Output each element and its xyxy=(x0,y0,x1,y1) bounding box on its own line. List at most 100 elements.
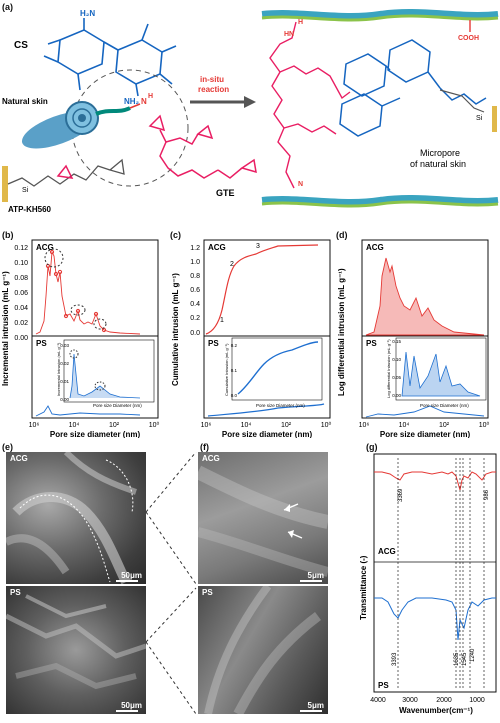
svg-text:PS: PS xyxy=(208,339,219,348)
svg-text:Cumulative Intrusion (mL g⁻¹): Cumulative Intrusion (mL g⁻¹) xyxy=(224,343,229,396)
svg-text:10⁶: 10⁶ xyxy=(201,422,212,429)
svg-text:0.04: 0.04 xyxy=(14,305,28,312)
svg-text:0.08: 0.08 xyxy=(14,275,28,282)
svg-text:Log differential intrusion (mL: Log differential intrusion (mL g⁻¹) xyxy=(337,268,346,396)
svg-text:1.2: 1.2 xyxy=(190,245,200,252)
svg-text:0.05: 0.05 xyxy=(392,375,401,380)
svg-text:0.2: 0.2 xyxy=(231,343,238,348)
svg-text:H: H xyxy=(148,93,153,100)
svg-text:0.2: 0.2 xyxy=(190,315,200,322)
in-situ-label: in-situ xyxy=(200,75,224,84)
panel-d-label: (d) xyxy=(336,230,348,240)
svg-text:Si: Si xyxy=(22,187,29,194)
chart-incremental-intrusion: 0.00 0.02 0.04 0.06 0.08 0.10 0.12 ACG P… xyxy=(1,239,159,438)
svg-text:Log differential Intrusion (mL: Log differential Intrusion (mL g⁻¹) xyxy=(386,339,391,398)
svg-text:10⁴: 10⁴ xyxy=(399,422,410,429)
sem-image-acg-high: ACG 5μm xyxy=(198,452,328,584)
svg-text:10⁶: 10⁶ xyxy=(359,422,370,429)
panel-b-label: (b) xyxy=(2,230,14,240)
svg-text:PS: PS xyxy=(378,681,389,690)
svg-text:1635: 1635 xyxy=(454,652,460,666)
reaction-label: reaction xyxy=(198,85,229,94)
svg-text:0.1: 0.1 xyxy=(231,368,238,373)
svg-text:ACG: ACG xyxy=(208,243,226,252)
svg-text:3393: 3393 xyxy=(392,652,398,666)
svg-text:10⁰: 10⁰ xyxy=(479,421,490,429)
cs-nh2-top: H₂N xyxy=(80,9,95,18)
gte-label: GTE xyxy=(216,188,235,198)
svg-text:Incremental intrusion (mL g⁻¹): Incremental intrusion (mL g⁻¹) xyxy=(1,271,10,386)
svg-text:Wavenumber(cm⁻¹): Wavenumber(cm⁻¹) xyxy=(399,706,473,715)
collagen-fibre-top xyxy=(261,9,499,22)
sem-image-ps-low: PS 50μm xyxy=(6,586,146,714)
svg-text:Incremental Intrusion (mL g⁻¹): Incremental Intrusion (mL g⁻¹) xyxy=(56,342,61,396)
svg-text:986: 986 xyxy=(484,489,490,500)
svg-text:ACG: ACG xyxy=(36,243,54,252)
panel-c-label: (c) xyxy=(170,230,181,240)
svg-text:0.02: 0.02 xyxy=(14,320,28,327)
svg-text:10²: 10² xyxy=(109,422,120,429)
svg-text:10⁴: 10⁴ xyxy=(69,422,80,429)
svg-text:2: 2 xyxy=(230,261,234,268)
svg-text:0.01: 0.01 xyxy=(60,379,69,384)
svg-text:0.12: 0.12 xyxy=(14,245,28,252)
micropore-label: Micropore xyxy=(420,148,460,158)
svg-text:Pore size diameter (nm): Pore size diameter (nm) xyxy=(380,430,471,438)
svg-text:ACG: ACG xyxy=(378,547,396,556)
cs-label: CS xyxy=(14,40,28,51)
svg-text:0.00: 0.00 xyxy=(60,397,69,402)
svg-text:0.03: 0.03 xyxy=(60,343,69,348)
svg-text:H: H xyxy=(298,19,303,26)
svg-text:10⁶: 10⁶ xyxy=(29,422,40,429)
reaction-scheme: H₂N NH₂ CS Natural skin N H Si ATP-KH560… xyxy=(2,9,499,214)
reaction-arrow xyxy=(190,96,256,108)
chart-ftir: 3369 986 ACG 3393 1635 1545 1240 PS 4000… xyxy=(359,453,497,715)
svg-text:10²: 10² xyxy=(439,422,450,429)
svg-text:0.02: 0.02 xyxy=(60,361,69,366)
svg-text:Transmittance (-): Transmittance (-) xyxy=(359,555,368,620)
svg-text:0.0: 0.0 xyxy=(190,330,200,337)
sem-image-acg-low: ACG 50μm xyxy=(6,452,146,584)
svg-text:0.0: 0.0 xyxy=(231,393,238,398)
svg-text:Pore size Diameter (nm): Pore size Diameter (nm) xyxy=(256,403,305,408)
svg-text:PS: PS xyxy=(366,339,377,348)
collagen-fibre-bottom xyxy=(261,195,499,208)
svg-text:10⁴: 10⁴ xyxy=(241,422,252,429)
svg-text:Pore size diameter (nm): Pore size diameter (nm) xyxy=(50,430,141,438)
svg-text:ACG: ACG xyxy=(366,243,384,252)
svg-text:Pore size Diameter (nm): Pore size Diameter (nm) xyxy=(93,403,142,408)
svg-text:3000: 3000 xyxy=(402,697,418,704)
panel-e-label: (e) xyxy=(2,442,13,452)
svg-text:0.15: 0.15 xyxy=(392,339,401,344)
svg-text:Pore size Diameter (nm): Pore size Diameter (nm) xyxy=(420,403,469,408)
svg-text:0.06: 0.06 xyxy=(14,290,28,297)
cs-nh2-mid: NH₂ xyxy=(124,97,140,106)
svg-text:Si: Si xyxy=(476,115,483,122)
panel-g-label: (g) xyxy=(366,442,378,452)
svg-text:4000: 4000 xyxy=(370,697,386,704)
svg-text:0.00: 0.00 xyxy=(392,393,401,398)
svg-text:1240: 1240 xyxy=(470,648,476,662)
svg-text:1000: 1000 xyxy=(469,697,485,704)
svg-text:PS: PS xyxy=(36,339,47,348)
chart-log-differential: ACG PS 0.00 0.05 0.10 0.15 Pore size Dia… xyxy=(337,239,490,438)
svg-text:3: 3 xyxy=(256,243,260,250)
svg-text:0.4: 0.4 xyxy=(190,301,200,308)
natural-skin-label: Natural skin xyxy=(2,97,48,106)
svg-text:2000: 2000 xyxy=(436,697,452,704)
micropore-label-2: of natural skin xyxy=(410,159,466,169)
svg-text:HN: HN xyxy=(284,31,294,38)
svg-text:3369: 3369 xyxy=(398,488,404,502)
svg-text:1: 1 xyxy=(220,317,224,324)
svg-text:COOH: COOH xyxy=(458,35,479,42)
svg-text:10²: 10² xyxy=(281,422,292,429)
svg-text:Pore size diameter (nm): Pore size diameter (nm) xyxy=(222,430,313,438)
svg-text:N: N xyxy=(298,181,303,188)
svg-text:0.00: 0.00 xyxy=(14,335,28,342)
atp-label: ATP-KH560 xyxy=(8,205,52,214)
panel-a-label: (a) xyxy=(2,2,13,12)
cs-molecule xyxy=(43,18,177,97)
skin-fibre-icon xyxy=(21,101,141,149)
panel-f-label: (f) xyxy=(200,442,209,452)
svg-text:0.6: 0.6 xyxy=(190,287,200,294)
